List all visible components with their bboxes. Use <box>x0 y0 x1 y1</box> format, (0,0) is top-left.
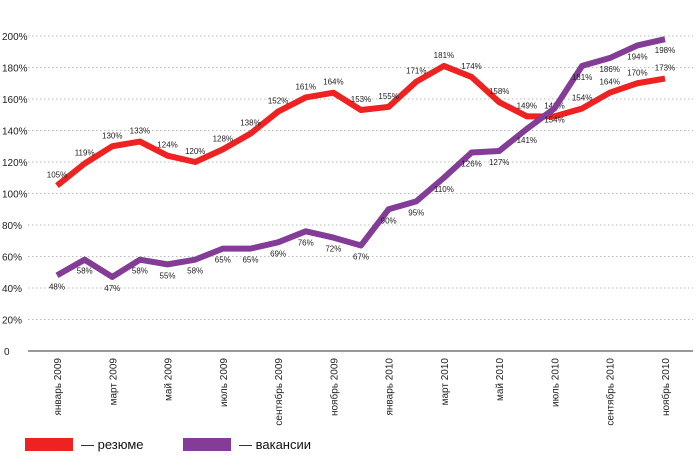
data-label: 69% <box>270 249 286 258</box>
y-tick-label: 140% <box>2 127 28 138</box>
x-tick-label: январь 2010 <box>385 358 396 416</box>
data-label: 47% <box>104 284 120 293</box>
series-line-resume <box>55 62 666 188</box>
data-label: 126% <box>461 160 481 169</box>
data-label: 198% <box>655 46 675 55</box>
data-label: 181% <box>434 51 454 60</box>
x-tick-label: май 2009 <box>164 358 175 401</box>
data-label: 128% <box>213 134 233 143</box>
data-label: 127% <box>489 158 509 167</box>
data-label: 173% <box>655 64 675 73</box>
data-label: 48% <box>49 282 65 291</box>
data-label: 133% <box>130 127 150 136</box>
data-label: 65% <box>215 256 231 265</box>
data-label: 164% <box>599 78 619 87</box>
x-tick-label: март 2009 <box>108 358 119 406</box>
data-label: 119% <box>75 149 95 158</box>
y-tick-label: 100% <box>2 190 28 201</box>
y-tick-label: 40% <box>2 284 22 295</box>
x-tick-label: сентябрь 2010 <box>605 358 617 426</box>
data-label: 171% <box>406 67 426 76</box>
y-tick-label: 180% <box>2 64 28 75</box>
y-tick-label: 0 <box>4 347 10 358</box>
data-label: 95% <box>408 208 424 217</box>
data-label: 194% <box>627 52 647 61</box>
y-tick-label: 80% <box>2 221 22 232</box>
data-label: 58% <box>77 267 93 276</box>
data-label: 181% <box>572 73 592 82</box>
data-label: 161% <box>295 82 315 91</box>
data-label: 105% <box>47 171 67 180</box>
y-tick-label: 160% <box>2 95 28 106</box>
series-line-vacancies <box>55 36 666 280</box>
data-label: 124% <box>157 141 177 150</box>
x-tick-label: март 2010 <box>440 358 451 406</box>
data-label: 55% <box>160 271 176 280</box>
data-label: 110% <box>434 185 454 194</box>
x-tick-label: ноябрь 2010 <box>660 358 672 416</box>
data-label: 141% <box>517 136 537 145</box>
data-label: 149% <box>517 101 537 110</box>
data-label: 186% <box>599 65 619 74</box>
legend-item-resume: — резюме <box>25 437 144 452</box>
y-tick-label: 20% <box>2 316 22 327</box>
data-label: 170% <box>627 68 647 77</box>
legend-item-vacancies: — вакансии <box>183 437 311 452</box>
x-tick-label: ноябрь 2009 <box>328 358 340 416</box>
data-label: 154% <box>544 115 564 124</box>
y-tick-label: 60% <box>2 253 22 264</box>
data-label: 154% <box>572 93 592 102</box>
x-tick-label: июль 2009 <box>219 358 230 407</box>
data-label: 120% <box>185 147 205 156</box>
x-tick-label: январь 2009 <box>53 358 64 416</box>
data-label: 65% <box>242 256 258 265</box>
data-label: 76% <box>298 238 314 247</box>
legend-swatch-vacancies <box>183 438 231 451</box>
data-label: 58% <box>187 267 203 276</box>
data-label: 58% <box>132 267 148 276</box>
data-label: 130% <box>102 131 122 140</box>
legend-label-vacancies: — вакансии <box>239 437 312 452</box>
data-label: 158% <box>489 87 509 96</box>
x-tick-label: май 2010 <box>495 358 506 401</box>
data-label: 164% <box>323 78 343 87</box>
data-label: 153% <box>351 95 371 104</box>
x-tick-label: сентябрь 2009 <box>273 358 285 426</box>
data-label: 72% <box>325 245 341 254</box>
y-tick-label: 120% <box>2 158 28 169</box>
data-label: 152% <box>268 97 288 106</box>
legend-swatch-resume <box>25 438 73 451</box>
data-label: 90% <box>381 216 397 225</box>
x-tick-label: июль 2010 <box>550 358 561 407</box>
legend-label-resume: — резюме <box>81 437 144 452</box>
data-label: 155% <box>378 92 398 101</box>
data-label: 174% <box>461 62 481 71</box>
y-tick-label: 200% <box>2 32 28 43</box>
data-label: 67% <box>353 252 369 261</box>
data-label: 138% <box>240 119 260 128</box>
